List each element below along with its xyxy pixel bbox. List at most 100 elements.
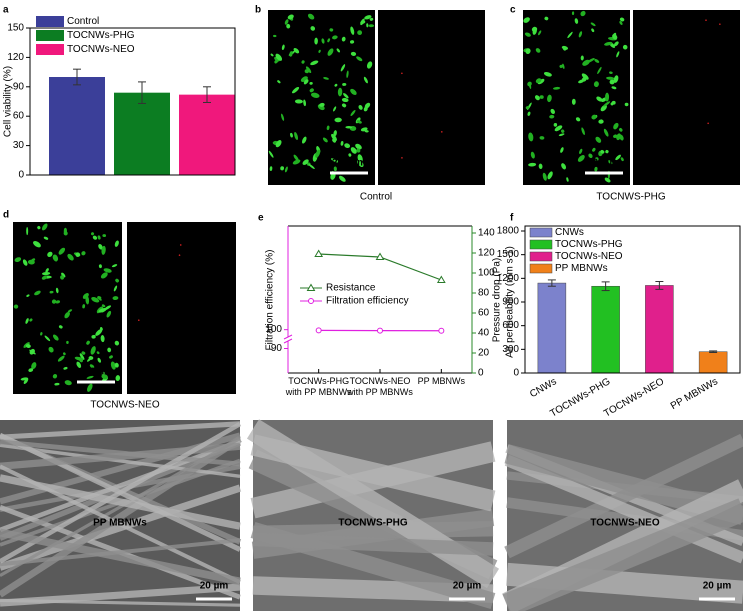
x-tick-label-box: TOCNWs-PHG with PP MBNWs <box>286 376 352 397</box>
y-tick-label: 60 <box>13 111 25 122</box>
bar <box>645 285 674 374</box>
image-label: TOCNWS-PHG <box>338 518 407 529</box>
cell <box>528 132 534 142</box>
marker <box>438 327 445 334</box>
cell <box>103 268 112 273</box>
cell <box>527 111 531 116</box>
cell <box>101 374 108 380</box>
cell <box>292 159 301 165</box>
cell <box>344 143 351 149</box>
cell <box>63 366 68 370</box>
cell <box>360 18 365 26</box>
legend-label: Resistance <box>326 283 376 294</box>
cell <box>613 41 619 47</box>
cell <box>64 380 72 386</box>
fiber <box>0 464 241 585</box>
cell <box>284 166 288 173</box>
cell <box>327 38 331 43</box>
cell <box>101 245 106 255</box>
fiber <box>502 498 743 611</box>
scale-bar-label: 200 µm <box>332 158 366 169</box>
cell <box>620 157 624 162</box>
cell <box>327 48 334 56</box>
cell <box>98 244 103 250</box>
marker <box>375 252 385 260</box>
micrograph <box>127 222 236 394</box>
axis-break-mark <box>283 338 293 344</box>
cell <box>308 164 315 169</box>
cell <box>47 251 53 257</box>
cell <box>605 92 610 102</box>
cell <box>51 299 57 304</box>
error-bar <box>601 281 610 292</box>
image-caption: TOCNWS-NEO <box>90 400 159 411</box>
cell <box>289 51 293 57</box>
legend-swatch <box>529 239 553 250</box>
cell <box>544 16 549 21</box>
cell <box>340 64 346 72</box>
cell <box>350 26 355 35</box>
image-background <box>633 10 740 185</box>
scale-bar-label: 20 µm <box>200 581 229 592</box>
image-caption: Control <box>360 192 392 203</box>
cell <box>552 86 561 90</box>
dead-cell <box>707 122 709 125</box>
cell <box>613 122 619 130</box>
legend-swatch <box>529 251 553 262</box>
x-tick-label-box: PP MBNWs <box>418 376 465 386</box>
cell <box>559 64 563 69</box>
cell <box>591 114 597 120</box>
cell <box>100 272 108 279</box>
cell <box>274 59 279 64</box>
marker <box>436 275 446 283</box>
plot-frame <box>524 225 741 374</box>
cell <box>341 103 347 108</box>
cell <box>111 264 118 268</box>
cell <box>41 271 51 276</box>
x-tick-label: TOCNWs-NEO <box>602 376 666 419</box>
cell <box>29 318 33 322</box>
cell <box>350 147 357 154</box>
cell <box>87 383 93 392</box>
cell <box>571 11 575 16</box>
cell <box>323 77 329 80</box>
cell <box>79 353 85 360</box>
micrograph <box>13 222 122 394</box>
cell <box>366 23 369 28</box>
x-tick-label: PP MBNWs <box>669 376 720 412</box>
cell <box>525 48 531 54</box>
cell <box>356 56 363 62</box>
bar <box>698 351 728 374</box>
cell <box>81 351 86 355</box>
cell <box>40 332 43 336</box>
cell <box>600 104 607 112</box>
bar <box>591 285 620 374</box>
cell <box>92 235 98 240</box>
cell <box>611 100 616 105</box>
cell <box>612 34 618 40</box>
cell <box>114 362 119 368</box>
cell <box>580 55 584 61</box>
cell <box>98 264 102 269</box>
cell <box>309 88 314 93</box>
cell <box>619 17 625 22</box>
dead-cell <box>719 23 721 25</box>
y-tick-label: 300 <box>502 344 519 355</box>
cell <box>22 259 28 266</box>
panel-letter: d <box>3 210 9 221</box>
panel-letter: e <box>258 213 264 224</box>
fiber <box>0 538 241 567</box>
panel-letter: a <box>3 5 9 16</box>
cell <box>88 356 94 360</box>
image-label: PP MBNWs <box>93 518 147 529</box>
cell <box>275 53 283 61</box>
cell <box>286 23 291 29</box>
fiber <box>504 454 743 564</box>
cell <box>350 109 356 117</box>
cell <box>294 131 299 140</box>
error-bar <box>73 68 81 86</box>
cell <box>597 66 602 75</box>
cell <box>319 102 325 107</box>
panel-letter: c <box>510 5 516 16</box>
cell <box>356 148 361 153</box>
